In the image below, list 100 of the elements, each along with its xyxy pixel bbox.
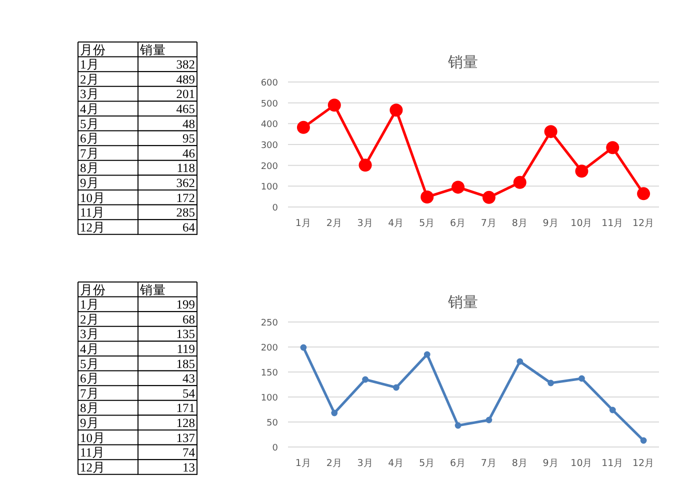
y-tick-label: 2月 bbox=[80, 312, 100, 326]
x-tick-label: 9月 bbox=[542, 458, 559, 469]
data-label: 171 bbox=[176, 401, 195, 416]
x-tick-label: 6月 bbox=[450, 458, 466, 469]
data-label: 199 bbox=[176, 298, 195, 312]
data-label: 128 bbox=[176, 416, 195, 430]
y-tick-label: 5月 bbox=[80, 356, 100, 371]
x-tick-label: 3月 bbox=[357, 458, 374, 469]
x-tick-label: 10月 bbox=[570, 458, 593, 469]
x-tick-label: 1月 bbox=[295, 218, 312, 229]
data-label: 74 bbox=[182, 446, 196, 460]
y-tick-label: 200 bbox=[260, 344, 278, 354]
data-label: 64 bbox=[182, 220, 196, 234]
data-label: 119 bbox=[176, 342, 195, 356]
point bbox=[424, 351, 430, 358]
point bbox=[606, 141, 620, 154]
x-tick-label: 7月 bbox=[480, 458, 497, 469]
data-label: 201 bbox=[176, 87, 195, 102]
point bbox=[516, 358, 524, 365]
x-tick-label: 3月 bbox=[357, 218, 374, 229]
point bbox=[486, 416, 492, 424]
x-tick-label: 12月 bbox=[632, 458, 655, 469]
data-label: 137 bbox=[176, 430, 195, 445]
point bbox=[393, 384, 400, 391]
data-label: 382 bbox=[176, 58, 195, 72]
point bbox=[454, 422, 462, 429]
data-label: 48 bbox=[182, 116, 195, 131]
data-label: 135 bbox=[176, 327, 195, 342]
x-tick-label: 11月 bbox=[602, 218, 624, 229]
point bbox=[637, 187, 650, 200]
point bbox=[452, 180, 465, 194]
y-tick-label: 8月 bbox=[80, 161, 100, 176]
x-tick-label: 9月 bbox=[542, 218, 559, 229]
x-tick-label: 4月 bbox=[388, 218, 404, 229]
x-tick-label: 12月 bbox=[632, 218, 655, 229]
y-tick-label: 150 bbox=[260, 368, 278, 378]
y-tick-label: 250 bbox=[260, 318, 278, 328]
y-tick-label: 4月 bbox=[80, 102, 100, 116]
data-label: 489 bbox=[176, 72, 195, 86]
point bbox=[358, 158, 372, 172]
y-tick-label: 200 bbox=[260, 162, 278, 172]
point bbox=[331, 410, 338, 416]
x-tick-label: 10月 bbox=[570, 218, 593, 229]
y-tick-label: 500 bbox=[260, 99, 278, 110]
data-label: 465 bbox=[176, 102, 195, 116]
point bbox=[578, 375, 585, 382]
point bbox=[548, 380, 554, 386]
chart-title: 销量 bbox=[447, 293, 478, 311]
y-axis-title: 月份 bbox=[80, 42, 106, 57]
y-tick-label: 10月 bbox=[80, 430, 106, 445]
x-tick-label: 2月 bbox=[326, 218, 342, 229]
y-tick-label: 0 bbox=[272, 444, 278, 454]
data-label: 43 bbox=[182, 372, 195, 386]
y-tick-label: 100 bbox=[260, 394, 278, 404]
y-tick-label: 100 bbox=[260, 182, 278, 193]
point bbox=[328, 98, 341, 112]
data-label: 54 bbox=[182, 386, 196, 400]
data-label: 172 bbox=[176, 190, 195, 205]
y-tick-label: 7月 bbox=[80, 386, 100, 400]
y-tick-label: 4月 bbox=[80, 342, 100, 356]
y-tick-label: 7月 bbox=[80, 146, 100, 160]
point bbox=[513, 176, 526, 189]
x-tick-label: 5月 bbox=[419, 218, 436, 229]
point bbox=[300, 344, 307, 351]
y-tick-label: 11月 bbox=[80, 206, 106, 220]
data-label: 285 bbox=[176, 206, 195, 220]
x-tick-label: 4月 bbox=[388, 458, 404, 469]
point bbox=[390, 104, 403, 117]
y-tick-label: 10月 bbox=[80, 190, 106, 205]
y-tick-label: 9月 bbox=[80, 176, 100, 190]
x-tick-label: 11月 bbox=[602, 458, 624, 469]
y-tick-label: 11月 bbox=[80, 446, 106, 460]
x-tick-label: 8月 bbox=[512, 218, 528, 229]
chart-title: 销量 bbox=[447, 53, 478, 71]
y-tick-label: 6月 bbox=[80, 372, 100, 386]
y-tick-label: 8月 bbox=[80, 401, 100, 416]
y-tick-label: 1月 bbox=[80, 298, 100, 312]
y-tick-label: 400 bbox=[260, 120, 278, 130]
point bbox=[482, 190, 496, 204]
x-tick-label: 6月 bbox=[450, 218, 466, 229]
point bbox=[362, 376, 368, 383]
y-tick-label: 300 bbox=[260, 141, 278, 151]
y-tick-label: 9月 bbox=[80, 416, 100, 430]
y-axis-title: 月份 bbox=[80, 282, 106, 297]
y-tick-label: 5月 bbox=[80, 116, 100, 131]
y-tick-label: 50 bbox=[266, 418, 278, 428]
point bbox=[296, 120, 310, 134]
data-label: 185 bbox=[176, 356, 195, 371]
y-tick-label: 3月 bbox=[80, 87, 100, 102]
point bbox=[640, 437, 647, 444]
x-tick-label: 1月 bbox=[295, 458, 312, 469]
y-tick-label: 600 bbox=[260, 78, 278, 88]
point bbox=[609, 406, 616, 414]
x-tick-label: 8月 bbox=[512, 458, 528, 469]
data-label: 68 bbox=[182, 312, 195, 326]
data-label: 362 bbox=[176, 176, 195, 190]
point bbox=[420, 190, 434, 204]
y-tick-label: 1月 bbox=[80, 58, 100, 72]
y-tick-label: 2月 bbox=[80, 72, 100, 86]
y-tick-label: 0 bbox=[272, 204, 278, 214]
